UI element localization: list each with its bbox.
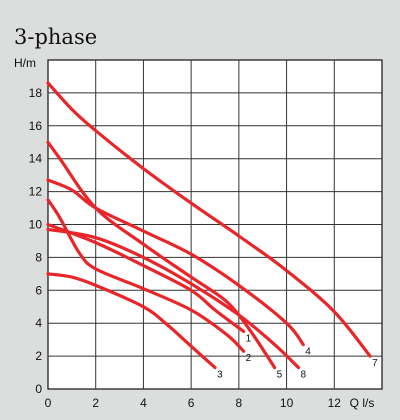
y-tick-label: 4 bbox=[35, 316, 42, 330]
curve-label-4: 4 bbox=[305, 347, 311, 358]
x-tick-label: 2 bbox=[92, 396, 99, 410]
x-tick-label: 6 bbox=[188, 396, 195, 410]
curve-label-1: 1 bbox=[246, 333, 252, 344]
x-tick-label: 10 bbox=[280, 396, 294, 410]
x-tick-label: 0 bbox=[45, 396, 52, 410]
curve-label-7: 7 bbox=[372, 358, 378, 369]
y-tick-label: 0 bbox=[35, 382, 42, 396]
y-tick-label: 6 bbox=[35, 283, 42, 297]
y-axis-label: H/m bbox=[14, 56, 36, 70]
x-tick-label: 4 bbox=[140, 396, 147, 410]
series-line-1 bbox=[46, 222, 246, 333]
series-line-7 bbox=[46, 81, 372, 358]
series-line-5 bbox=[46, 140, 277, 370]
y-tick-label: 14 bbox=[29, 152, 43, 166]
y-tick-label: 12 bbox=[29, 185, 43, 199]
series-line-2 bbox=[46, 198, 246, 353]
x-tick-label: 8 bbox=[236, 396, 243, 410]
series-line-4 bbox=[46, 178, 305, 347]
curve-label-8: 8 bbox=[301, 370, 307, 381]
series-lines bbox=[46, 81, 372, 370]
curve-label-3: 3 bbox=[217, 370, 223, 381]
x-axis-label: Q l/s bbox=[350, 396, 375, 410]
y-tick-label: 16 bbox=[29, 119, 43, 133]
y-tick-label: 8 bbox=[35, 250, 42, 264]
chart-title: 3-phase bbox=[14, 25, 97, 49]
curve-labels: 1 2 3 4 5 7 8 bbox=[217, 333, 378, 380]
series-line-8 bbox=[46, 227, 301, 370]
curve-label-5: 5 bbox=[277, 370, 283, 381]
y-tick-label: 2 bbox=[35, 349, 42, 363]
series-line-3 bbox=[46, 272, 217, 370]
curve-label-2: 2 bbox=[246, 353, 252, 364]
y-tick-label: 10 bbox=[29, 218, 43, 232]
y-tick-label: 18 bbox=[29, 86, 43, 100]
x-tick-label: 12 bbox=[328, 396, 342, 410]
